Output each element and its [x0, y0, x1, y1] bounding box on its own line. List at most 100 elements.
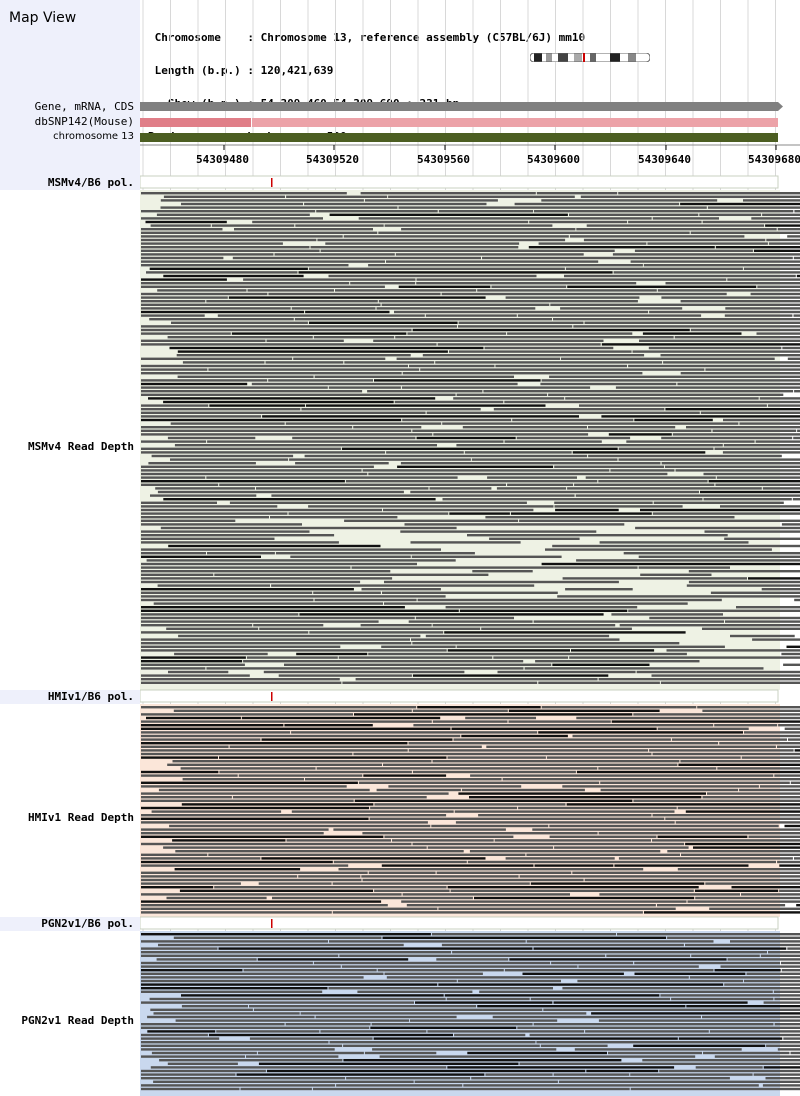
read-segment	[546, 756, 741, 759]
snp-track-dense[interactable]	[140, 118, 251, 127]
read-segment	[304, 202, 487, 206]
msm-depth-label: MSMv4 Read Depth	[28, 440, 134, 453]
read-segment	[141, 878, 362, 882]
read-segment	[660, 354, 800, 357]
read-segment	[360, 624, 432, 627]
read-segment	[744, 979, 800, 983]
read-segment	[378, 231, 690, 234]
read-segment	[529, 220, 628, 224]
read-segment	[173, 936, 382, 939]
read-segment	[714, 724, 778, 727]
read-segment	[369, 817, 665, 820]
read-segment	[353, 752, 652, 756]
read-segment	[141, 983, 438, 986]
polymorphism-strip[interactable]	[140, 175, 779, 189]
read-segment	[174, 444, 437, 447]
read-segment	[305, 778, 502, 781]
pgn-depth-label: PGN2v1 Read Depth	[21, 1014, 134, 1027]
snp-track-bar[interactable]	[252, 118, 778, 127]
read-segment	[141, 674, 250, 677]
read-segment	[166, 627, 259, 630]
read-segment	[461, 734, 568, 738]
read-segment	[141, 426, 353, 429]
read-segment	[695, 896, 800, 900]
read-segment	[345, 480, 598, 483]
read-segment	[649, 616, 800, 620]
read-segment	[216, 1030, 320, 1033]
polymorphism-marker[interactable]	[271, 178, 273, 187]
read-segment	[243, 278, 416, 281]
read-segment	[174, 652, 268, 656]
read-segment	[484, 346, 614, 350]
read-segment	[784, 824, 800, 828]
read-segment	[496, 487, 567, 490]
read-segment	[497, 670, 636, 674]
read-segment	[286, 195, 388, 198]
read-segment	[141, 447, 341, 450]
read-segment	[290, 555, 411, 558]
polymorphism-marker[interactable]	[271, 692, 273, 701]
read-segment	[453, 738, 671, 741]
track-label-snp[interactable]: dbSNP142(Mouse)	[34, 115, 134, 128]
read-segment	[329, 213, 568, 216]
read-segment	[314, 598, 417, 602]
read-segment	[671, 738, 787, 741]
read-segment	[407, 332, 507, 335]
read-segment	[381, 645, 456, 648]
read-segment	[388, 195, 575, 198]
read-segment	[688, 570, 800, 573]
read-segment	[762, 213, 800, 216]
read-segment	[519, 519, 800, 522]
read-segment	[565, 397, 759, 400]
read-segment	[694, 889, 779, 892]
read-segment	[675, 821, 800, 824]
read-segment	[401, 228, 576, 231]
read-segment	[540, 1044, 608, 1047]
polymorphism-strip[interactable]	[140, 689, 779, 703]
polymorphism-marker[interactable]	[271, 919, 273, 928]
read-segment	[449, 512, 510, 515]
read-segment	[141, 249, 320, 252]
read-segment	[549, 835, 657, 838]
hmi-label-band	[0, 690, 140, 704]
read-segment	[435, 361, 663, 364]
polymorphism-strip[interactable]	[140, 916, 779, 930]
read-segment	[417, 706, 541, 709]
read-segment	[576, 716, 800, 720]
read-segment	[447, 649, 570, 652]
read-segment	[338, 868, 644, 871]
track-label-gene[interactable]: Gene, mRNA, CDS	[34, 100, 134, 113]
read-segment	[504, 440, 602, 443]
read-segment	[575, 494, 800, 497]
read-segment	[236, 1073, 485, 1076]
read-segment	[739, 422, 800, 425]
read-segment	[705, 882, 800, 885]
read-segment	[477, 1005, 686, 1008]
gene-track-bar[interactable]	[140, 102, 778, 111]
read-segment	[456, 444, 723, 447]
read-segment	[291, 810, 454, 813]
read-segment	[617, 933, 800, 936]
read-segment	[680, 760, 800, 763]
read-segment	[141, 404, 209, 407]
read-segment	[153, 1012, 300, 1015]
read-segment	[141, 1084, 336, 1087]
read-segment	[141, 842, 412, 846]
read-segment	[397, 465, 554, 468]
read-segment	[316, 210, 438, 213]
track-label-chrom[interactable]: chromosome 13	[53, 131, 134, 142]
chromosome-ideogram[interactable]	[530, 53, 650, 62]
read-segment	[246, 1055, 339, 1058]
read-segment	[695, 1066, 763, 1069]
genome-track-canvas[interactable]: 54309480 54309520 54309560 54309600 54309640…	[140, 0, 800, 1096]
read-segment	[535, 660, 700, 663]
read-segment	[651, 674, 800, 677]
read-segment	[526, 940, 714, 943]
read-segment	[452, 951, 767, 954]
read-segment	[141, 325, 457, 328]
read-segment	[633, 713, 800, 716]
read-segment	[362, 832, 598, 835]
read-segment	[678, 763, 800, 766]
read-segment	[562, 577, 747, 580]
read-segment	[206, 300, 378, 303]
